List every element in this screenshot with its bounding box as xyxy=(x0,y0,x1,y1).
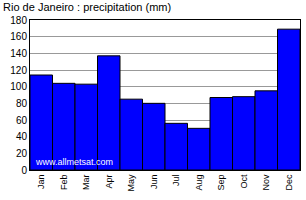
svg-text:Jul: Jul xyxy=(171,175,181,187)
svg-text:Dec: Dec xyxy=(284,174,294,191)
svg-text:Mar: Mar xyxy=(81,175,91,191)
svg-text:Jun: Jun xyxy=(149,175,159,190)
svg-text:May: May xyxy=(126,174,136,192)
svg-text:60: 60 xyxy=(16,115,28,126)
svg-text:Aug: Aug xyxy=(194,175,204,191)
svg-text:Oct: Oct xyxy=(239,174,249,189)
svg-text:100: 100 xyxy=(10,81,27,92)
svg-text:Apr: Apr xyxy=(104,175,114,189)
svg-text:40: 40 xyxy=(16,131,28,142)
svg-text:Feb: Feb xyxy=(59,175,69,191)
svg-text:0: 0 xyxy=(21,165,27,176)
svg-text:Sep: Sep xyxy=(216,175,226,191)
svg-text:Jan: Jan xyxy=(36,175,46,190)
svg-text:120: 120 xyxy=(10,65,27,76)
svg-text:20: 20 xyxy=(16,148,28,159)
svg-text:Rio de Janeiro : precipitation: Rio de Janeiro : precipitation (mm) xyxy=(3,1,171,13)
svg-text:180: 180 xyxy=(10,15,27,26)
svg-text:www.allmetsat.com: www.allmetsat.com xyxy=(35,157,113,167)
svg-text:80: 80 xyxy=(16,98,28,109)
svg-text:140: 140 xyxy=(10,48,27,59)
svg-text:Nov: Nov xyxy=(261,174,271,191)
svg-text:160: 160 xyxy=(10,31,27,42)
